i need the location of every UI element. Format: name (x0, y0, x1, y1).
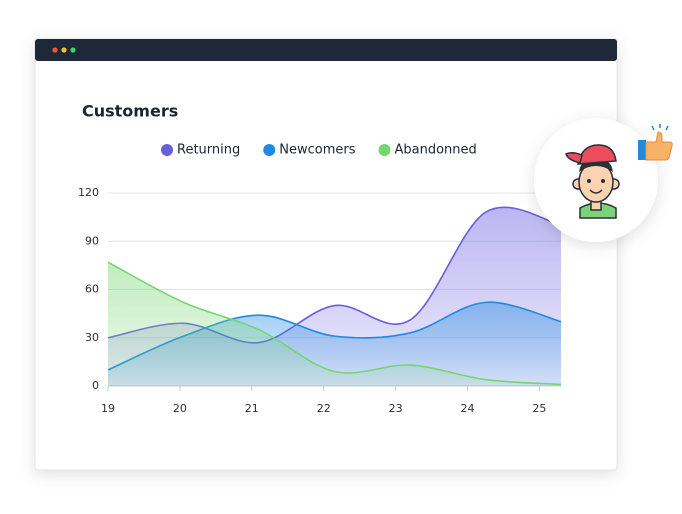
thumb (645, 131, 673, 161)
y-tick-label: 120 (78, 186, 99, 199)
area (108, 262, 561, 386)
avatar-eye (601, 179, 605, 183)
avatar-smile (589, 189, 603, 194)
legend-marker (161, 144, 173, 156)
plot: 0 30 60 90 120 19 20 21 22 23 24 25 (78, 186, 562, 415)
thumb-sparks (651, 124, 669, 131)
dot-close[interactable] (52, 47, 58, 53)
y-tick-label: 30 (85, 331, 99, 344)
avatar (534, 118, 673, 242)
x-tick-label: 25 (532, 402, 546, 415)
legend-marker (263, 144, 276, 156)
y-tick-label: 0 (92, 379, 99, 392)
y-tick-label: 60 (85, 283, 99, 296)
x-tick-label: 22 (317, 402, 331, 415)
legend-label: Newcomers (279, 143, 355, 158)
dot-minimize[interactable] (61, 47, 67, 53)
legend-label: Returning (177, 143, 240, 158)
x-tick-label: 23 (389, 402, 403, 415)
x-tick-label: 20 (173, 402, 187, 415)
x-tick-label: 24 (461, 402, 475, 415)
line (107, 261, 562, 386)
thumb-cuff (638, 140, 646, 160)
x-tick-label: 21 (245, 402, 259, 415)
chart-title: Customers (82, 102, 178, 121)
legend-label: Abandonned (395, 143, 477, 158)
legend-marker (378, 144, 391, 156)
avatar-cap (577, 144, 617, 165)
window-bar (35, 39, 617, 61)
x-tick-label: 19 (101, 402, 115, 415)
y-tick-label: 90 (85, 234, 99, 247)
dot-maximize[interactable] (70, 47, 76, 53)
avatar-cap-brim (565, 151, 583, 164)
avatar-eye (587, 179, 591, 183)
